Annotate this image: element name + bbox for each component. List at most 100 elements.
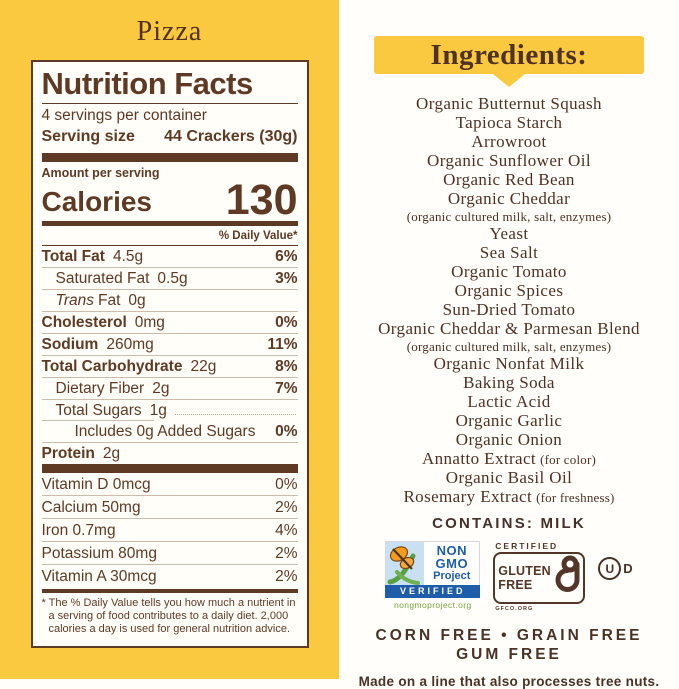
amount-per-serving-label: Amount per serving [41,166,160,180]
vitamin-row: Vitamin A 30mcg 2% [42,565,298,587]
nutrient-daily-value: 11% [267,336,298,353]
ingredient-item: Organic Nonfat Milk [339,354,679,374]
nutrient-name: Fat [97,292,121,309]
ingredient-name: Organic Basil Oil [445,468,573,487]
ingredient-item: Organic Cheddar & Parmesan Blend (organi… [339,319,679,355]
nutrient-row: Saturated Fat 0.5g 3% [41,268,298,290]
nutrient-rows: Total Fat 4.5g 6% Saturated Fat 0.5g 3% … [41,246,298,464]
ingredient-item: Baking Soda [339,373,679,393]
nutrient-amount: 0g [128,292,146,309]
ingredient-item: Sea Salt [339,243,679,263]
dotted-leader [174,414,296,415]
ingredient-item: Organic Butternut Squash [339,94,679,114]
ingredient-name: Organic Sunflower Oil [427,151,591,170]
nutrient-daily-value: 0% [275,314,298,331]
ingredient-item: Organic Garlic [339,411,679,431]
ingredient-name: Rosemary Extract [403,487,533,506]
non-gmo-line2: GMO [435,556,469,571]
ingredient-item: Lactic Acid [339,392,679,412]
nutrient-daily-value: 6% [275,248,298,265]
thin-bar [41,589,298,593]
ingredient-name: Organic Garlic [455,411,563,430]
yellow-label-panel: Pizza Nutrition Facts 4 servings per con… [0,0,339,679]
nutrient-daily-value: 3% [275,270,298,287]
non-gmo-badge-text: NON GMO Project [424,542,480,585]
nutrient-row: Dietary Fiber 2g 7% [41,378,298,400]
non-gmo-verified-badge: NON GMO Project VERIFIED nongmoproject.o… [385,541,481,610]
nutrient-row: Total Fat 4.5g 6% [41,246,298,268]
vitamin-row: Potassium 80mg 2% [41,542,298,565]
ingredient-name: Sea Salt [479,243,539,262]
ingredient-item: Rosemary Extract (for freshness) [339,487,679,507]
gfco-org-label: GFCO.ORG [495,606,534,612]
vitamin-daily-value: 2% [275,544,298,562]
ingredients-list: Organic Butternut Squash Tapioca Starch … [339,94,679,507]
nutrient-amount: 0.5g [157,270,188,287]
flavor-title: Pizza [136,16,203,47]
nutrition-facts-heading: Nutrition Facts [41,66,254,101]
free-claims-line2: GUM FREE [456,646,562,663]
gluten-free-box: GLUTEN FREE [493,552,586,604]
vitamin-rows: Vitamin D 0mcg 0% Calcium 50mg 2% Iron 0… [41,473,298,587]
nutrient-amount: 260mg [106,336,154,353]
gluten-free-line1: GLUTEN [498,564,551,578]
ingredient-name: Sun-Dried Tomato [442,300,576,319]
nutrient-name: Cholesterol [41,314,127,331]
nutrient-daily-value: 8% [275,358,298,375]
nutrient-daily-value: 0% [275,423,298,440]
vitamin-name: Calcium 50mg [41,498,141,516]
divider [41,103,298,104]
vitamin-name: Potassium 80mg [41,544,157,562]
nutrient-row: Cholesterol 0mg 0% [41,312,298,334]
vitamin-name: Vitamin A 30mcg [41,567,157,585]
ingredient-item: Yeast [339,224,679,244]
gluten-free-certified-label: CERTIFIED [495,541,559,551]
nutrient-row: Sodium 260mg 11% [41,334,298,356]
medium-bar [41,221,298,226]
ingredient-item: Organic Sunflower Oil [339,151,679,171]
vitamin-name: Iron 0.7mg [41,521,116,539]
non-gmo-verified-bar: VERIFIED [385,585,481,598]
ingredient-note: (for freshness) [536,490,615,505]
ingredient-item: Organic Tomato [339,262,679,282]
nutrient-name: Sodium [41,336,99,353]
daily-value-footnote: * The % Daily Value tells you how much a… [41,597,296,635]
kosher-ou-d-badge: U D [598,557,633,580]
thick-bar [41,153,298,162]
nutrient-name: Includes 0g Added Sugars [74,423,256,440]
nutrient-amount: 4.5g [112,248,144,265]
vitamin-daily-value: 4% [275,521,298,539]
nutrient-name: Saturated Fat [55,270,150,287]
nutrient-row: Includes 0g Added Sugars 0% [41,421,298,443]
ingredients-heading: Ingredients: [430,38,588,71]
vitamin-daily-value: 2% [275,498,298,516]
butterfly-icon [386,542,425,585]
free-claims: CORN FREE • GRAIN FREE GUM FREE [339,626,679,664]
ingredient-item: Organic Spices [339,281,679,301]
kosher-d-label: D [623,561,633,576]
ingredient-item: Tapioca Starch [339,113,679,133]
ingredient-name: Organic Nonfat Milk [433,354,585,373]
nutrient-name: Total Sugars [55,402,142,419]
ingredient-item: Annatto Extract (for color) [339,449,679,469]
vitamin-daily-value: 2% [275,567,298,585]
ingredient-item: Organic Basil Oil [339,468,679,488]
nutrient-daily-value: 7% [275,380,298,397]
allergen-note: Made on a line that also processes tree … [358,674,660,689]
nutrition-facts-label: Nutrition Facts 4 servings per container… [30,60,309,648]
vitamin-name: Vitamin D 0mcg [41,475,151,493]
ingredient-name: Annatto Extract [421,449,537,468]
nutrient-name-italic: Trans [55,292,94,309]
ingredient-item: Organic Red Bean [339,170,679,190]
vitamin-row: Vitamin D 0mcg 0% [41,473,298,496]
nutrient-row: Total Carbohydrate 22g 8% [41,356,298,378]
nutrient-name: Total Carbohydrate [41,358,183,375]
serving-size-row: Serving size 44 Crackers (30g) [42,127,298,147]
non-gmo-url: nongmoproject.org [393,600,472,610]
ingredient-name: Lactic Acid [467,392,551,411]
ingredient-name: Arrowroot [471,132,547,151]
ingredient-name: Organic Tomato [451,262,567,281]
certification-badges: NON GMO Project VERIFIED nongmoproject.o… [339,541,679,617]
ingredient-note: (for color) [540,452,597,467]
nutrient-amount: 2g [102,445,121,462]
